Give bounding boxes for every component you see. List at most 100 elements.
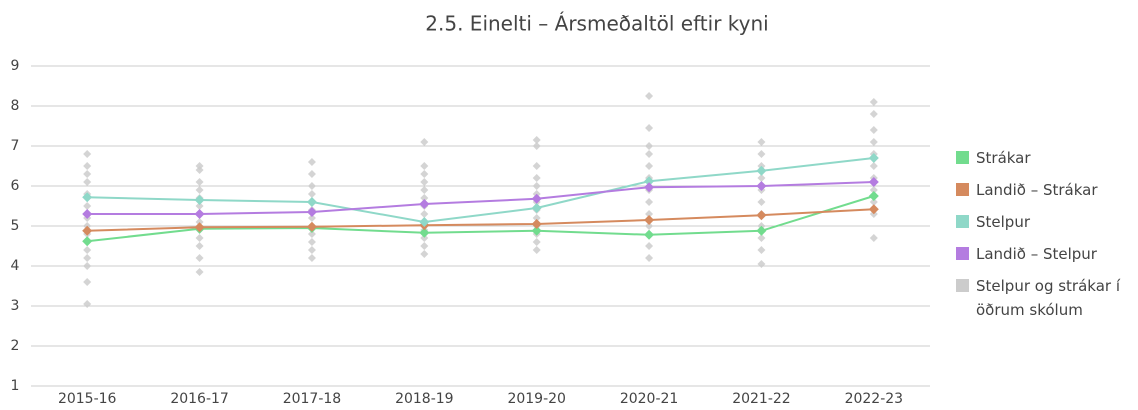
scatter-point	[869, 110, 878, 118]
series-point	[531, 225, 542, 236]
scatter-point	[645, 198, 654, 206]
scatter-point	[83, 246, 92, 254]
x-tick-label: 2015-16	[58, 391, 117, 406]
scatter-point	[532, 162, 541, 170]
legend-item: Stelpur	[956, 210, 1131, 234]
series-point	[868, 191, 879, 201]
scatter-point	[532, 182, 541, 190]
y-tick-label: 4	[11, 258, 20, 274]
series-point	[644, 182, 655, 193]
scatter-point	[420, 194, 429, 202]
scatter-point	[195, 218, 204, 226]
y-tick-label: 9	[11, 58, 20, 74]
scatter-point	[645, 124, 654, 132]
series-line	[87, 181, 874, 215]
chart: 2.5. Einelti – Ársmeðaltöl eftir kyni 1 2…	[11, 12, 930, 407]
series-point	[419, 217, 430, 227]
scatter-point	[83, 300, 92, 308]
legend: Strákar Landið – Strákar Stelpur Landið – S…	[956, 146, 1131, 330]
legend-item: Landið – Strákar	[956, 178, 1131, 202]
series-point	[531, 193, 542, 204]
chart-title: 2.5. Einelti – Ársmeðaltöl eftir kyni	[425, 12, 768, 36]
series-point	[644, 229, 655, 240]
series-point	[82, 209, 93, 219]
scatter-point	[307, 238, 316, 246]
scatter-point	[757, 150, 766, 158]
series-point	[531, 203, 542, 213]
scatter-point	[195, 186, 204, 194]
scatter-point	[307, 230, 316, 238]
scatter-point	[420, 210, 429, 218]
y-tick-label: 3	[11, 298, 20, 314]
scatter-point	[83, 170, 92, 178]
scatter-point	[869, 98, 878, 106]
legend-item: Strákar	[956, 146, 1131, 170]
scatter-point	[757, 234, 766, 242]
x-tick-label: 2020-21	[620, 391, 679, 406]
y-tick-label: 7	[11, 138, 20, 154]
series-point	[531, 219, 542, 229]
x-tick-label: 2017-18	[283, 391, 342, 406]
series-point	[419, 227, 430, 238]
scatter-point	[757, 174, 766, 182]
scatter-point	[420, 170, 429, 178]
legend-label: Strákar	[976, 149, 1031, 167]
scatter-point	[869, 186, 878, 194]
scatter-point	[83, 202, 92, 210]
series-point	[82, 192, 93, 203]
scatter-point	[83, 162, 92, 170]
x-tick-label: 2018-19	[395, 391, 454, 406]
scatter-point	[420, 162, 429, 170]
scatter-point	[532, 174, 541, 182]
scatter-point	[532, 246, 541, 254]
y-tick-label: 1	[11, 378, 20, 394]
series-point	[194, 222, 205, 233]
scatter-point	[307, 246, 316, 254]
scatter-point	[645, 222, 654, 230]
series-point	[194, 209, 205, 219]
scatter-point	[307, 170, 316, 178]
scatter-point	[420, 186, 429, 194]
x-tick-label: 2019-20	[507, 391, 566, 406]
legend-label: Stelpur	[976, 213, 1030, 231]
series-line	[87, 195, 875, 243]
scatter-point	[645, 242, 654, 250]
legend-swatch	[956, 151, 969, 164]
scatter-point	[532, 136, 541, 144]
series-point	[756, 225, 767, 236]
scatter-point	[83, 178, 92, 186]
scatter-point	[307, 158, 316, 166]
legend-swatch	[956, 183, 969, 196]
scatter-point	[195, 178, 204, 186]
scatter-point	[195, 242, 204, 250]
scatter-point	[195, 162, 204, 170]
series-point	[306, 207, 317, 217]
scatter-point	[532, 214, 541, 222]
scatter-point	[757, 138, 766, 146]
series-point	[868, 153, 879, 163]
series-line	[87, 157, 874, 224]
series-point	[868, 177, 879, 187]
scatter-point	[869, 126, 878, 134]
series-point	[644, 215, 655, 225]
series-point	[756, 165, 767, 176]
legend-item: Landið – Stelpur	[956, 242, 1131, 266]
scatter-point	[195, 268, 204, 276]
scatter-point	[307, 254, 316, 262]
scatter-point	[307, 190, 316, 198]
scatter-point	[645, 142, 654, 150]
series-point	[756, 210, 767, 221]
scatter-point	[195, 254, 204, 262]
scatter-point	[532, 238, 541, 246]
scatter-point	[83, 254, 92, 262]
series-point	[756, 181, 767, 191]
scatter-point	[757, 260, 766, 268]
x-tick-label: 2016-17	[170, 391, 229, 406]
x-tick-label: 2021-22	[732, 391, 791, 406]
scatter-point	[869, 138, 878, 146]
legend-swatch	[956, 279, 969, 292]
scatter-point	[869, 162, 878, 170]
scatter-point	[83, 278, 92, 286]
legend-label: Landið – Stelpur	[976, 245, 1097, 263]
scatter-point	[83, 262, 92, 270]
